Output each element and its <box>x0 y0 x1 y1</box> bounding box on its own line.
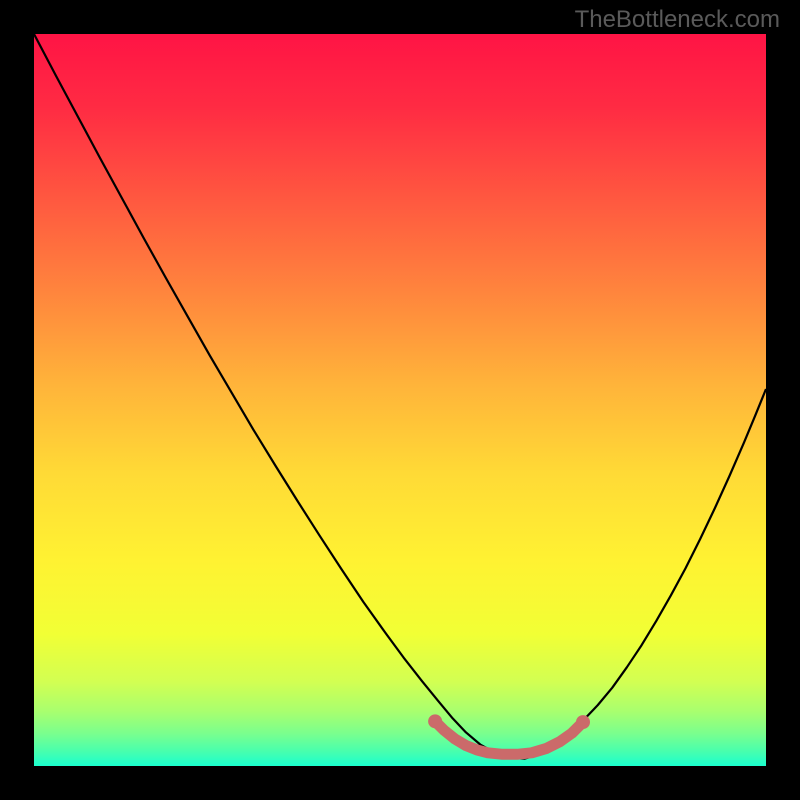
chart-svg <box>0 0 800 800</box>
highlight-bump-start-dot <box>428 714 442 728</box>
watermark-text: TheBottleneck.com <box>575 6 780 34</box>
chart-stage: TheBottleneck.com <box>0 0 800 800</box>
plot-background-gradient <box>34 34 766 766</box>
highlight-bump-end-dot <box>576 715 590 729</box>
